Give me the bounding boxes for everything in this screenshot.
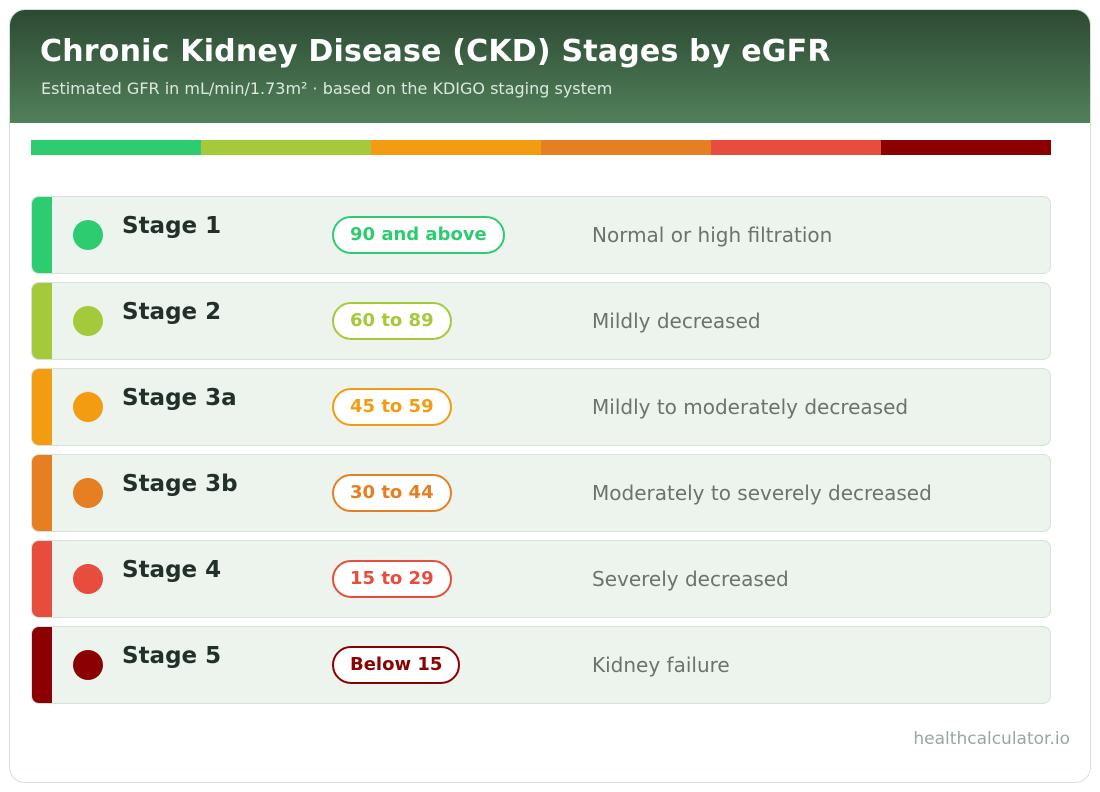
egfr-range-badge: 90 and above [332,216,505,254]
stage-dot-icon [73,392,103,422]
stage-name: Stage 1 [122,213,222,239]
source-credit: healthcalculator.io [913,729,1070,749]
color-scale-bar [31,140,1051,155]
stage-accent-bar [32,541,52,617]
stage-row: Stage 1 90 and above Normal or high filtra… [31,196,1051,274]
stage-name: Stage 5 [122,643,222,669]
scale-segment [541,140,711,155]
egfr-range-badge: 60 to 89 [332,302,452,340]
stage-dot-icon [73,478,103,508]
scale-segment [371,140,541,155]
stage-row: Stage 3b 30 to 44 Moderately to severely d… [31,454,1051,532]
stage-dot-icon [73,220,103,250]
stage-dot-icon [73,564,103,594]
stage-accent-bar [32,283,52,359]
stage-dot-icon [73,650,103,680]
scale-segment [881,140,1051,155]
header-banner: Chronic Kidney Disease (CKD) Stages by e… [10,10,1090,123]
stage-accent-bar [32,627,52,703]
stage-description: Mildly decreased [592,309,761,333]
stage-accent-bar [32,369,52,445]
scale-segment [201,140,371,155]
stage-description: Severely decreased [592,567,789,591]
stage-description: Normal or high filtration [592,223,833,247]
stage-dot-icon [73,306,103,336]
stage-name: Stage 3b [122,471,238,497]
stage-description: Mildly to moderately decreased [592,395,909,419]
stage-row: Stage 4 15 to 29 Severely decreased [31,540,1051,618]
egfr-range-badge: 30 to 44 [332,474,452,512]
page-title: Chronic Kidney Disease (CKD) Stages by e… [40,34,831,69]
page-subtitle: Estimated GFR in mL/min/1.73m² · based o… [41,79,613,98]
stage-row: Stage 5 Below 15 Kidney failure [31,626,1051,704]
stage-accent-bar [32,455,52,531]
stage-row: Stage 2 60 to 89 Mildly decreased [31,282,1051,360]
egfr-range-badge: 45 to 59 [332,388,452,426]
scale-segment [711,140,881,155]
stage-accent-bar [32,197,52,273]
stage-row: Stage 3a 45 to 59 Mildly to moderately dec… [31,368,1051,446]
stage-description: Moderately to severely decreased [592,481,932,505]
stage-description: Kidney failure [592,653,730,677]
egfr-range-badge: Below 15 [332,646,461,684]
stage-name: Stage 4 [122,557,222,583]
scale-segment [31,140,201,155]
stage-name: Stage 3a [122,385,237,411]
egfr-range-badge: 15 to 29 [332,560,452,598]
stage-name: Stage 2 [122,299,222,325]
